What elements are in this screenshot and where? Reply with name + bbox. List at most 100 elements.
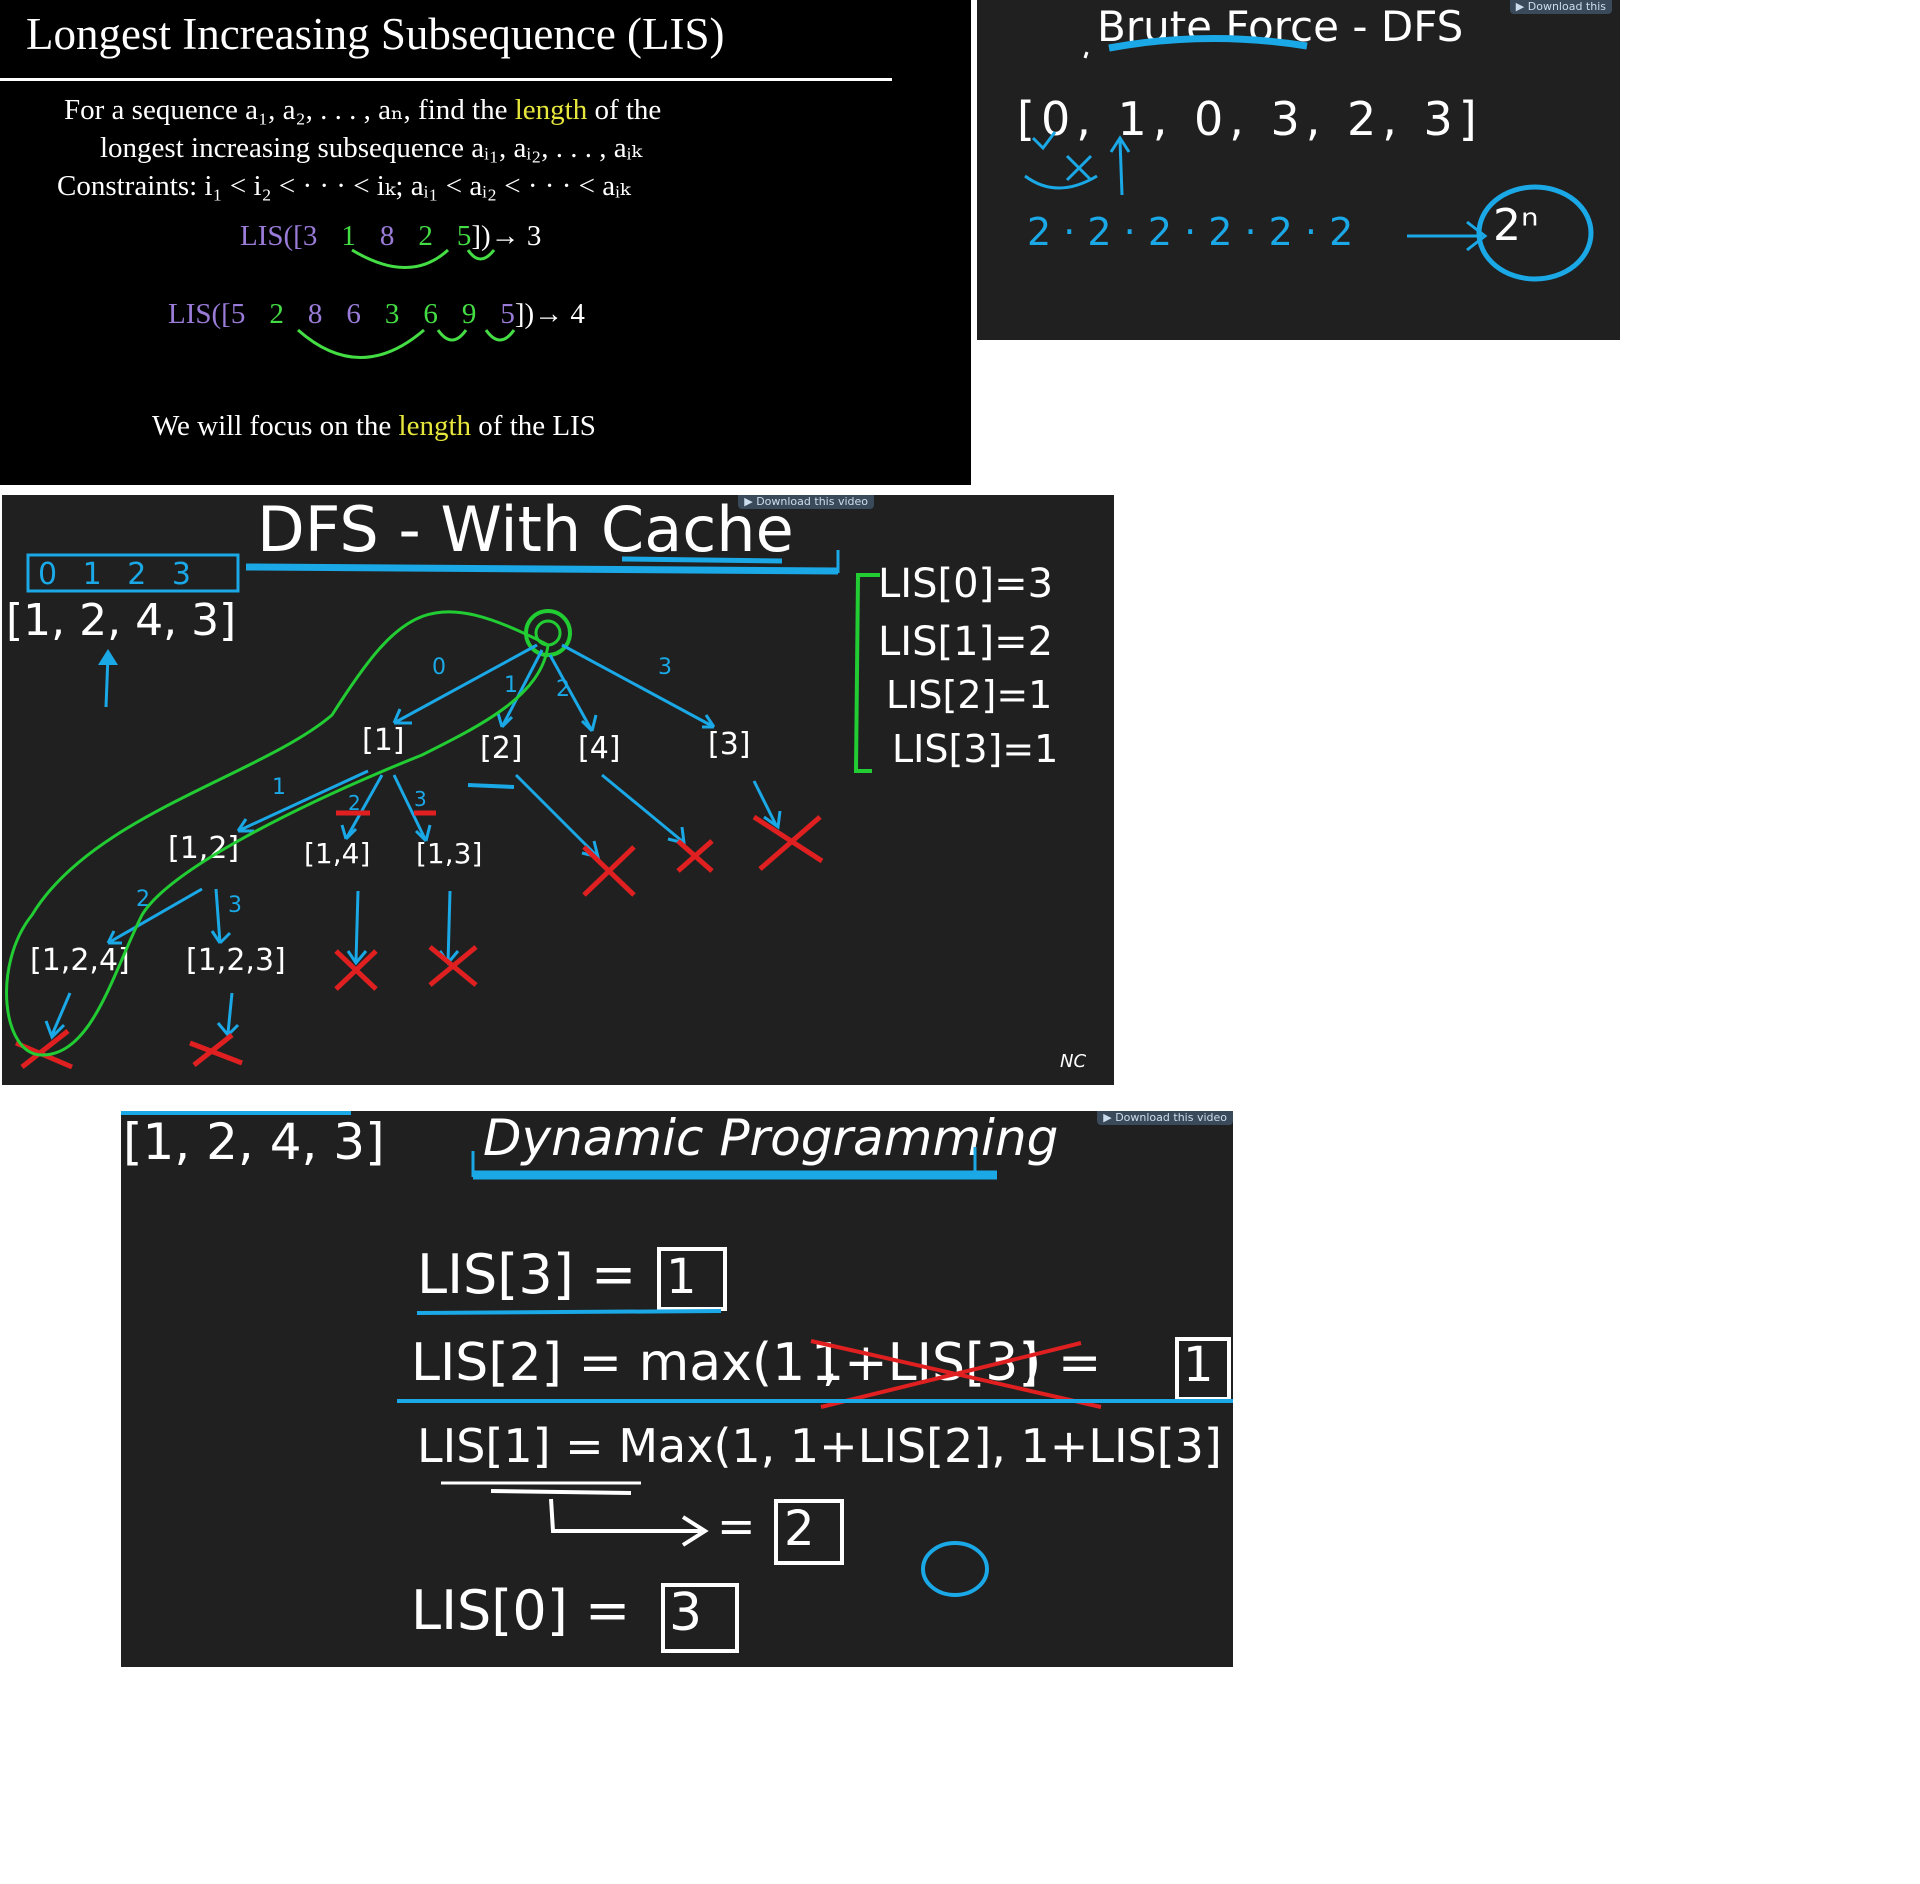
value-box-2 [1175,1337,1231,1401]
example-value: 6 [346,298,361,330]
node-1: [1] [362,723,405,758]
example-value: 8 [307,298,323,330]
download-banner[interactable]: ▶ Download this [1509,0,1612,14]
sub-label-2: 2 [348,791,361,815]
example-prefix: LIS([ [240,220,303,252]
value-box-0 [661,1583,739,1653]
dynamic-programming-panel: ▶ Download this video [1, 2, 4, 3] Dynam… [121,1111,1233,1667]
example-value: 3 [302,220,318,252]
example-value: 5 [456,220,472,252]
sub-label-3: 3 [414,787,427,811]
arc [297,328,425,359]
choices-product: 2 · 2 · 2 · 2 · 2 · 2 [1027,210,1354,254]
dp-row-1-label: LIS[1] = Max(1, 1+LIS[2], 1+LIS[3] [417,1419,1222,1473]
dp-array: [1, 2, 4, 3] [123,1113,385,1171]
example-1: LIS([3 1 8 2 5])→ 3 [240,220,541,253]
slide-title: Longest Increasing Subsequence (LIS) [26,9,725,59]
check-icon [1031,131,1057,151]
cache-path [5,610,550,1057]
sub-label-5: 3 [228,893,242,918]
node-1-2-3: [1,2,3] [186,943,286,978]
dp-row-0-label: LIS[0] = [411,1579,631,1642]
brute-force-marks [1024,34,1594,282]
download-banner[interactable]: ▶ Download this video [738,495,874,509]
example-value: 6 [423,298,438,330]
brute-force-array: [0, 1, 0, 3, 2, 3] [1017,92,1483,146]
dp-drawing [121,1111,1233,1653]
dfs-array: [1, 2, 4, 3] [6,595,237,646]
constraints-line: Constraints: i₁ < i₂ < · · · < iₖ; aᵢ₁ <… [57,170,631,202]
definition-text: For a sequence a₁, a₂, . . . , aₙ, find … [64,94,508,126]
channel-watermark: NC [1060,1051,1087,1072]
value-box-1 [774,1499,844,1565]
example-value: 5 [230,298,246,330]
example-value: 5 [500,298,515,330]
edge-label-0: 0 [432,655,446,680]
title-underline [1108,34,1308,52]
example-value: 3 [384,298,400,330]
pruned-marks [15,810,824,1070]
strike-through [810,1339,1102,1409]
arrow [549,1498,709,1547]
node-1-4: [1,4] [304,837,371,870]
sub-label-4: 2 [136,887,150,912]
complexity-result: 2ⁿ [1493,200,1539,251]
brace [1024,174,1098,190]
result-lis-0: LIS[0]=3 [878,561,1054,607]
example-value: 2 [418,220,433,252]
dp-row-2-label: LIS[2] = max(1 , [411,1333,839,1393]
example-2: LIS([5 2 8 6 3 6 9 5])→ 4 [168,298,585,331]
cross-icon [752,814,824,871]
index-box [26,553,240,593]
definition-text-end: of the [594,94,662,126]
result-lis-3: LIS[3]=1 [892,727,1059,771]
dp-row-0-value: 3 [669,1583,703,1643]
cross-icon [676,839,714,873]
tree-edges [44,643,782,1040]
example-value: 2 [269,298,284,330]
title-underline [0,78,892,81]
node-2: [2] [480,731,523,766]
example-value: 9 [461,298,477,330]
cross-icon [189,1033,243,1067]
node-1-2-4: [1,2,4] [30,943,130,978]
cross-icon [582,845,636,897]
arc [484,329,516,342]
focus-text-end: of the LIS [478,410,596,442]
brute-force-panel: ▶ Download this Brute Force - DFS [0, 1,… [977,0,1620,340]
value-box-3 [657,1247,727,1311]
cross-icon [1065,154,1093,182]
example-result: ])→ 4 [514,298,585,330]
result-circle [1476,184,1594,282]
dp-row-1-value: 2 [784,1501,815,1557]
arrow [1407,220,1488,252]
dp-row-3-label: LIS[3] = [417,1243,637,1306]
example-value: 8 [379,220,395,252]
definition-line-2: longest increasing subsequence aᵢ₁, aᵢ₂,… [100,132,642,164]
sub-label-1: 1 [272,775,286,800]
example-prefix: LIS([ [168,298,231,330]
node-4: [4] [578,731,621,766]
complexity-circle [921,1541,989,1597]
definition-line-1: For a sequence a₁, a₂, . . . , aₙ, find … [64,92,661,127]
result-lis-1: LIS[1]=2 [878,619,1054,665]
dfs-cache-panel: ▶ Download this video DFS - With Cache 0… [2,495,1114,1085]
focus-length-highlight: length [398,410,472,442]
lis-definition-slide: Longest Increasing Subsequence (LIS) For… [0,0,971,485]
edge-label-1: 1 [504,673,518,698]
title-underline [245,563,839,575]
pointer-arrow [1118,139,1124,196]
cross-icon [334,949,378,991]
dp-row-2-value: 1 [1183,1337,1214,1393]
download-banner[interactable]: ▶ Download this video [1097,1111,1233,1125]
results-bracket [853,573,880,773]
dp-row-1-eq: = [717,1499,756,1553]
arc [351,248,450,269]
node-3: [3] [708,727,751,762]
result-lis-2: LIS[2]=1 [886,673,1053,717]
dp-title: Dynamic Programming [483,1111,1059,1167]
example-arcs [297,248,516,359]
dfs-tree-drawing [5,550,880,1070]
length-highlight: length [514,94,588,126]
edge-label-3: 3 [658,655,672,680]
